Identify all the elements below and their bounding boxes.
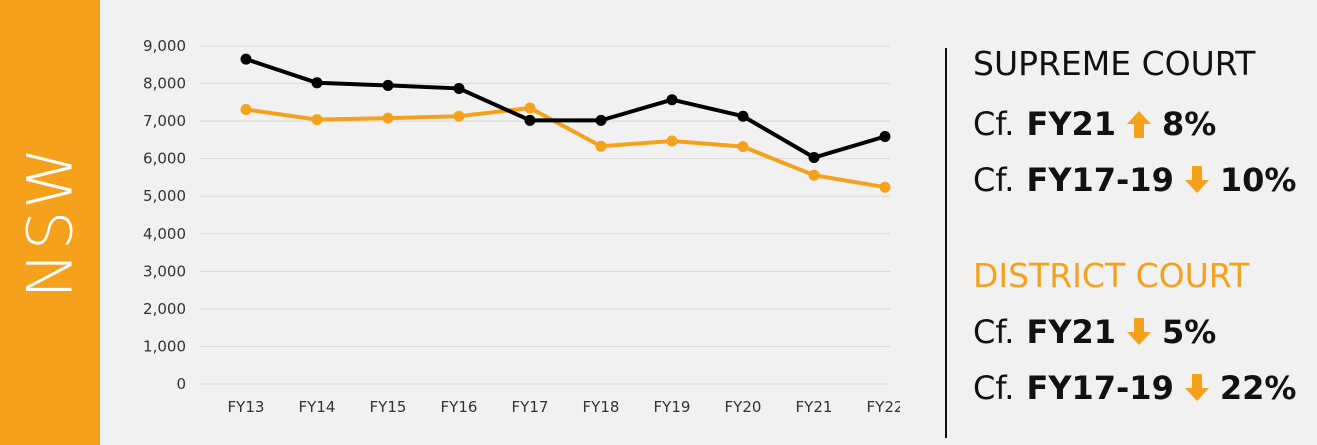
x-tick-label: FY13: [228, 398, 265, 416]
x-tick-label: FY21: [796, 398, 833, 416]
y-tick-label: 6,000: [143, 150, 186, 168]
arrow-down-icon: [1184, 166, 1209, 193]
district-row-2: Cf. FY17-19 22%: [973, 368, 1313, 408]
data-point-1: [240, 103, 252, 115]
data-point-0: [453, 82, 465, 94]
data-point-1: [666, 135, 678, 147]
row-value: 5%: [1162, 313, 1217, 351]
x-tick-label: FY16: [441, 398, 478, 416]
series-line-1: [245, 105, 886, 190]
data-point-0: [382, 79, 394, 91]
data-point-0: [311, 77, 323, 89]
supreme-row-1: Cf. FY21 8%: [973, 104, 1313, 144]
y-tick-label: 1,000: [143, 337, 186, 355]
row-period: FY21: [1026, 313, 1117, 351]
y-tick-label: 7,000: [143, 112, 186, 130]
data-point-1: [382, 112, 394, 124]
supreme-court-panel: SUPREME COURT Cf. FY21 8% Cf. FY17-19 10…: [973, 44, 1313, 200]
row-prefix: Cf.: [973, 313, 1015, 351]
district-court-panel: DISTRICT COURT Cf. FY21 5% Cf. FY17-19 2…: [973, 256, 1313, 408]
data-point-1: [879, 181, 891, 193]
data-point-0: [879, 131, 891, 143]
y-tick-label: 9,000: [143, 37, 186, 55]
row-value: 22%: [1219, 369, 1297, 407]
line-chart: 0 1,000 2,000 3,000 4,000 5,000 6,000 7,000 8,00…: [143, 37, 900, 416]
data-point-1: [453, 110, 465, 122]
district-row-1: Cf. FY21 5%: [973, 312, 1313, 352]
x-tick-label: FY18: [583, 398, 620, 416]
data-point-0: [524, 114, 536, 126]
x-tick-label: FY19: [654, 398, 691, 416]
divider: [945, 48, 947, 438]
supreme-court-title: SUPREME COURT: [973, 44, 1256, 83]
series-line-0: [245, 57, 886, 160]
row-period: FY21: [1026, 105, 1117, 143]
data-point-1: [808, 169, 820, 181]
y-tick-label: 2,000: [143, 300, 186, 318]
x-tick-label: FY15: [370, 398, 407, 416]
supreme-row-2: Cf. FY17-19 10%: [973, 160, 1313, 200]
data-point-0: [808, 152, 820, 164]
district-court-title: DISTRICT COURT: [973, 256, 1250, 295]
data-point-1: [311, 114, 323, 126]
row-period: FY17-19: [1026, 161, 1174, 199]
arrow-up-icon: [1127, 111, 1152, 138]
data-point-0: [240, 53, 252, 65]
data-point-0: [666, 94, 678, 106]
data-point-1: [737, 141, 749, 153]
x-tick-label: FY17: [512, 398, 549, 416]
region-label: NSW: [13, 145, 87, 299]
row-prefix: Cf.: [973, 105, 1015, 143]
x-tick-label: FY14: [299, 398, 336, 416]
y-tick-label: 3,000: [143, 262, 186, 280]
x-tick-label: FY20: [725, 398, 762, 416]
x-tick-label: FY22: [867, 398, 900, 416]
arrow-down-icon: [1127, 318, 1152, 345]
data-point-0: [595, 114, 607, 126]
y-tick-label: 4,000: [143, 225, 186, 243]
row-prefix: Cf.: [973, 369, 1015, 407]
data-point-0: [737, 110, 749, 122]
row-period: FY17-19: [1026, 369, 1174, 407]
data-point-1: [595, 140, 607, 152]
row-value: 10%: [1219, 161, 1297, 199]
region-band: NSW: [0, 0, 100, 445]
y-tick-label: 5,000: [143, 187, 186, 205]
row-prefix: Cf.: [973, 161, 1015, 199]
arrow-down-icon: [1184, 374, 1209, 401]
row-value: 8%: [1162, 105, 1217, 143]
y-tick-label: 0: [176, 375, 186, 393]
y-tick-label: 8,000: [143, 75, 186, 93]
data-point-1: [524, 102, 536, 114]
